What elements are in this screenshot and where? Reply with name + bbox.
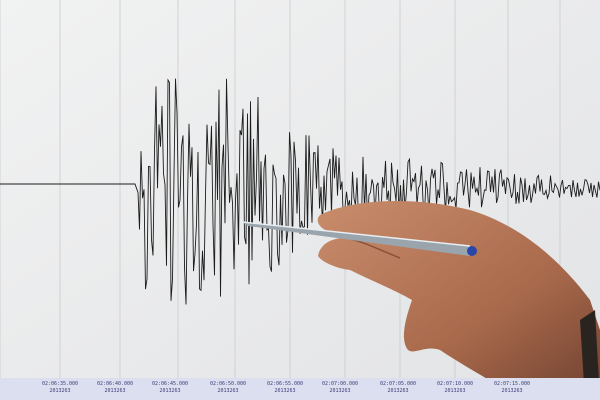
time-label-id: 2013263 (49, 388, 71, 394)
hand (317, 200, 600, 400)
time-label: 02:07:00.000 2013263 (310, 381, 370, 395)
pen (241, 221, 477, 256)
time-label-id: 2013263 (159, 388, 181, 394)
time-label-id: 2013263 (444, 388, 466, 394)
time-label-id: 2013263 (274, 388, 296, 394)
time-label-id: 2013263 (104, 388, 126, 394)
time-label: 02:06:55.000 2013263 (255, 381, 315, 395)
time-label-time: 02:07:10.000 (436, 381, 474, 387)
time-label-id: 2013263 (501, 388, 523, 394)
time-label-time: 02:06:55.000 (266, 381, 304, 387)
time-label: 02:06:45.000 2013263 (140, 381, 200, 395)
time-label-time: 02:06:35.000 (41, 381, 79, 387)
time-label-time: 02:06:50.000 (209, 381, 247, 387)
time-label: 02:07:05.000 2013263 (368, 381, 428, 395)
time-label: 02:07:10.000 2013263 (425, 381, 485, 395)
time-axis (0, 378, 600, 400)
bracelet (580, 310, 600, 400)
time-label-time: 02:07:15.000 (493, 381, 531, 387)
time-label-time: 02:07:00.000 (321, 381, 359, 387)
time-label-id: 2013263 (329, 388, 351, 394)
time-label-id: 2013263 (217, 388, 239, 394)
time-label: 02:06:50.000 2013263 (198, 381, 258, 395)
time-label: 02:07:15.000 2013263 (482, 381, 542, 395)
pen-cap (467, 246, 477, 256)
time-label-id: 2013263 (387, 388, 409, 394)
seismogram-trace (0, 78, 600, 305)
time-label-time: 02:06:45.000 (151, 381, 189, 387)
hand-shape (317, 200, 600, 400)
time-label: 02:06:40.000 2013263 (85, 381, 145, 395)
time-label-time: 02:06:40.000 (96, 381, 134, 387)
time-label: 02:06:35.000 2013263 (30, 381, 90, 395)
time-label-time: 02:07:05.000 (379, 381, 417, 387)
